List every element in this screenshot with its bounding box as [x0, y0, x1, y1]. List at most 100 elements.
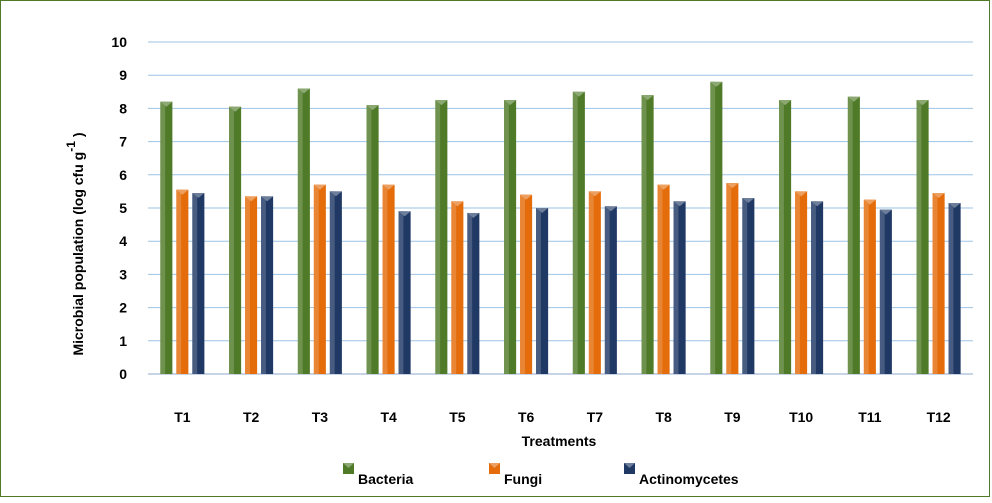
bar-cap [742, 198, 755, 204]
bar-bacteria-t4 [366, 105, 379, 374]
x-tick-label: T3 [312, 409, 329, 425]
bar-cap [604, 206, 617, 212]
y-tick-label: 5 [119, 200, 127, 216]
bar-fungi-t1 [176, 189, 189, 374]
x-tick-label: T11 [858, 409, 882, 425]
bar-actinomycetes-t9 [742, 198, 755, 374]
bar-highlight [879, 209, 885, 374]
bar-highlight [297, 88, 303, 374]
bar-actinomycetes-t12 [948, 203, 961, 374]
bar-cap [398, 211, 411, 217]
bar-highlight [398, 211, 404, 374]
bar-fungi-t7 [588, 191, 601, 374]
bar-highlight [160, 101, 166, 374]
bar-bacteria-t2 [229, 106, 242, 375]
bar-highlight [795, 191, 800, 374]
bar-bacteria-t3 [297, 88, 310, 374]
bar-bacteria-t11 [847, 96, 860, 374]
y-tick-label: 10 [111, 34, 127, 50]
y-tick-label: 4 [119, 233, 127, 249]
bar-cap [879, 209, 892, 215]
bar-highlight [536, 208, 541, 374]
bar-cap [245, 196, 258, 202]
legend-label: Fungi [504, 471, 542, 487]
bar-highlight [641, 95, 647, 375]
svg-text:Microbial population (log cfu: Microbial population (log cfu g-1) [64, 132, 86, 355]
bar-highlight [863, 199, 869, 374]
bar-actinomycetes-t7 [604, 206, 617, 374]
legend-swatch [489, 463, 500, 474]
x-tick-label: T2 [243, 409, 260, 425]
bar-highlight [504, 100, 509, 374]
bar-cap [261, 196, 274, 202]
bar-highlight [382, 184, 388, 374]
bar-cap [779, 100, 792, 106]
bar-actinomycetes-t11 [879, 209, 892, 374]
bar-highlight [779, 100, 784, 374]
y-tick-label: 8 [119, 100, 127, 116]
bar-highlight [192, 193, 198, 374]
bar-cap [588, 191, 601, 197]
bar-bacteria-t5 [435, 100, 448, 374]
legend-swatch [343, 463, 354, 474]
bar-highlight [329, 191, 335, 374]
bar-fungi-t11 [863, 199, 876, 374]
legend-swatch-cap [624, 463, 635, 468]
bar-actinomycetes-t10 [811, 201, 824, 374]
y-axis-title: Microbial population (log cfu g-1) [64, 132, 86, 355]
bar-highlight [916, 100, 922, 374]
bar-cap [520, 194, 533, 200]
bar-highlight [811, 201, 816, 374]
x-tick-label: T7 [587, 409, 604, 425]
bar-highlight [176, 189, 182, 374]
legend-swatch-cap [489, 463, 500, 468]
x-tick-label: T10 [789, 409, 813, 425]
y-tick-label: 1 [119, 333, 127, 349]
bar-cap [229, 106, 242, 112]
bar-fungi-t10 [795, 191, 808, 374]
bar-cap [572, 91, 585, 97]
y-tick-labels: 0 1 2 3 4 5 6 7 8 9 10 [111, 34, 127, 382]
bar-fungi-t4 [382, 184, 395, 374]
bar-cap [710, 81, 723, 87]
legend-item-actinomycetes: Actinomycetes [624, 463, 739, 487]
bar-actinomycetes-t3 [329, 191, 342, 374]
bar-actinomycetes-t6 [536, 208, 549, 374]
y-axis-title-text: Microbial population (log cfu g [70, 152, 86, 356]
y-tick-label: 6 [119, 167, 127, 183]
bar-cap [451, 201, 464, 207]
bar-highlight [366, 105, 372, 374]
bar-bacteria-t7 [572, 91, 585, 375]
bar-cap [916, 100, 929, 106]
bar-highlight [847, 96, 853, 374]
bar-highlight [261, 196, 266, 374]
bar-bacteria-t10 [779, 100, 792, 374]
legend-label: Bacteria [358, 471, 413, 487]
legend-label: Actinomycetes [639, 471, 739, 487]
bar-cap [160, 101, 173, 107]
bar-cap [641, 95, 654, 101]
bar-highlight [932, 193, 938, 374]
bar-highlight [710, 81, 716, 374]
bar-cap [467, 212, 480, 218]
bar-bacteria-t1 [160, 101, 173, 374]
bar-highlight [673, 201, 679, 374]
legend-item-fungi: Fungi [489, 463, 542, 487]
bar-cap [297, 88, 310, 94]
bar-highlight [451, 201, 457, 374]
bar-cap [192, 193, 205, 199]
bar-actinomycetes-t2 [261, 196, 274, 374]
bars [160, 81, 961, 375]
legend-item-bacteria: Bacteria [343, 463, 413, 487]
y-tick-label: 9 [119, 67, 127, 83]
bar-actinomycetes-t8 [673, 201, 686, 374]
bar-cap [932, 193, 945, 199]
bar-fungi-t3 [313, 184, 326, 374]
bar-highlight [572, 91, 578, 375]
bar-fungi-t9 [726, 183, 739, 374]
bar-actinomycetes-t4 [398, 211, 411, 374]
bar-highlight [245, 196, 250, 374]
bar-fungi-t2 [245, 196, 258, 374]
y-axis-title-close: ) [70, 132, 86, 137]
legend-swatch [624, 463, 635, 474]
